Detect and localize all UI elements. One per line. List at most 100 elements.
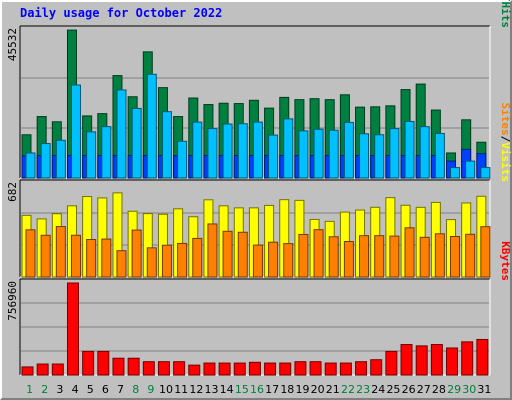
bar-kbytes-day-8	[127, 357, 140, 376]
bar-kbytes-day-30	[461, 341, 474, 376]
bar-kbytes-day-7	[112, 357, 125, 376]
bar-pages-day-22	[343, 121, 354, 179]
panel-bottom-max-label: 756960	[6, 281, 19, 321]
day-label-24: 24	[371, 383, 385, 396]
bar-kbytes-day-21	[324, 362, 337, 376]
bar-pages-day-16	[252, 121, 263, 179]
day-label-11: 11	[174, 383, 188, 396]
day-label-18: 18	[280, 383, 294, 396]
day-label-3: 3	[56, 383, 63, 396]
bar-pages-day-10	[161, 111, 172, 179]
bar-kbytes-day-24	[370, 359, 383, 376]
bar-kbytes-day-26	[400, 344, 413, 376]
bar-sites-day-17	[268, 241, 279, 278]
bar-sites-day-10	[161, 244, 172, 278]
bar-pages-day-5	[86, 131, 97, 179]
bar-kbytes-day-29	[446, 347, 459, 376]
day-label-2: 2	[41, 383, 48, 396]
bar-pages-day-23	[359, 133, 370, 179]
bar-pages-day-26	[404, 120, 415, 179]
bar-sites-day-6	[101, 238, 112, 278]
panel-bottom-legend: KBytes	[499, 241, 512, 281]
bar-kbytes-day-18	[279, 362, 292, 376]
bar-sites-day-15	[237, 231, 248, 278]
panel-middle-legend-item-0: Sites	[499, 103, 512, 136]
bar-sites-day-7	[116, 250, 127, 278]
bar-sites-day-30	[465, 233, 476, 278]
bar-kbytes-day-9	[142, 361, 155, 376]
day-label-8: 8	[132, 383, 139, 396]
day-label-4: 4	[72, 383, 79, 396]
bar-kbytes-day-10	[157, 361, 170, 376]
bar-sites-day-16	[252, 244, 263, 278]
day-label-17: 17	[265, 383, 279, 396]
bar-sites-day-20	[313, 229, 324, 278]
day-label-21: 21	[326, 383, 340, 396]
bar-kbytes-day-6	[97, 350, 110, 376]
bar-pages-day-25	[389, 128, 400, 179]
bar-pages-day-18	[283, 118, 294, 179]
day-label-1: 1	[26, 383, 33, 396]
bar-sites-day-26	[404, 227, 415, 278]
bar-sites-day-5	[86, 239, 97, 278]
day-label-5: 5	[87, 383, 94, 396]
panel-top-legend-item-3: /	[499, 0, 512, 2]
bar-sites-day-31	[480, 226, 491, 278]
day-label-31: 31	[477, 383, 491, 396]
bar-sites-day-9	[146, 247, 157, 278]
bar-pages-day-21	[328, 129, 339, 179]
chart-title: Daily usage for October 2022	[20, 6, 223, 20]
bar-sites-day-18	[283, 243, 294, 278]
bar-kbytes-day-14	[218, 362, 231, 376]
day-label-29: 29	[447, 383, 461, 396]
bar-kbytes-day-5	[82, 350, 95, 376]
bar-pages-day-11	[177, 140, 188, 179]
bar-pages-day-12	[192, 121, 203, 179]
bar-kbytes-day-15	[233, 362, 246, 376]
bar-sites-day-14	[222, 230, 233, 278]
bar-pages-day-31	[480, 167, 491, 179]
bar-sites-day-19	[298, 233, 309, 278]
day-label-26: 26	[402, 383, 416, 396]
bar-kbytes-day-12	[188, 364, 201, 376]
bar-sites-day-4	[70, 234, 81, 278]
bar-pages-day-6	[101, 126, 112, 179]
bar-pages-day-1	[25, 152, 36, 179]
bar-pages-day-17	[268, 134, 279, 179]
bar-sites-day-24	[374, 235, 385, 278]
bar-kbytes-day-27	[415, 345, 428, 376]
bar-pages-day-4	[70, 84, 81, 179]
day-label-25: 25	[386, 383, 400, 396]
bar-pages-day-20	[313, 128, 324, 179]
bar-sites-day-27	[419, 236, 430, 278]
bar-pages-day-19	[298, 130, 309, 179]
bar-pages-day-28	[434, 132, 445, 179]
day-label-22: 22	[341, 383, 355, 396]
day-label-13: 13	[205, 383, 219, 396]
panel-middle-legend: Sites/Visits	[499, 103, 512, 183]
day-label-28: 28	[432, 383, 446, 396]
bar-sites-day-1	[25, 229, 36, 278]
bar-sites-day-22	[343, 241, 354, 278]
day-label-9: 9	[147, 383, 154, 396]
bar-sites-day-3	[55, 226, 66, 278]
day-label-23: 23	[356, 383, 370, 396]
bar-pages-day-7	[116, 89, 127, 179]
bar-kbytes-day-1	[21, 366, 34, 376]
bar-pages-day-27	[419, 126, 430, 179]
bar-kbytes-day-17	[264, 362, 277, 376]
bar-kbytes-day-23	[355, 361, 368, 376]
day-label-14: 14	[220, 383, 234, 396]
bar-kbytes-day-16	[248, 361, 261, 376]
panel-top-legend: Pages/Files/Hits	[499, 0, 512, 28]
bar-pages-day-30	[465, 160, 476, 179]
bar-kbytes-day-25	[385, 350, 398, 376]
day-label-16: 16	[250, 383, 264, 396]
panel-middle-max-label: 682	[6, 182, 19, 202]
bar-kbytes-day-2	[36, 363, 49, 376]
bar-kbytes-day-13	[203, 362, 216, 376]
bar-pages-day-2	[40, 143, 51, 179]
bar-kbytes-day-20	[309, 361, 322, 376]
